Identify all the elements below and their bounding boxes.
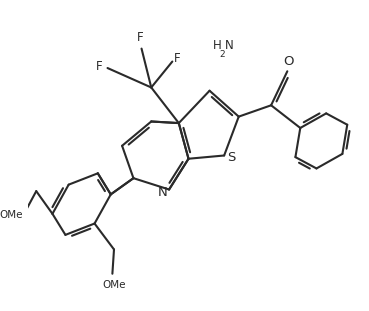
Text: OMe: OMe — [102, 280, 126, 290]
Text: S: S — [227, 151, 235, 164]
Text: N: N — [225, 39, 234, 52]
Text: F: F — [174, 52, 180, 65]
Text: OMe: OMe — [0, 211, 23, 220]
Text: 2: 2 — [219, 50, 225, 59]
Text: F: F — [137, 31, 143, 44]
Text: O: O — [284, 55, 294, 68]
Text: H: H — [213, 39, 221, 52]
Text: N: N — [158, 186, 168, 199]
Text: F: F — [96, 60, 103, 73]
